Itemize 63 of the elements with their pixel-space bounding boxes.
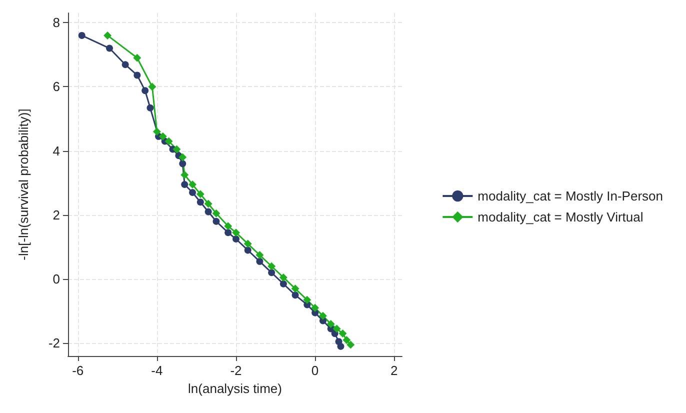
point bbox=[256, 258, 264, 265]
y-tick-label: 4 bbox=[52, 143, 60, 158]
point bbox=[196, 198, 204, 206]
point bbox=[224, 229, 232, 236]
point bbox=[106, 44, 114, 52]
point bbox=[311, 304, 320, 312]
x-tick-label: 2 bbox=[390, 363, 398, 378]
x-tick-label: -4 bbox=[151, 363, 163, 378]
point bbox=[337, 342, 344, 350]
point bbox=[212, 209, 220, 218]
y-tick-label: 0 bbox=[52, 272, 60, 287]
point bbox=[180, 170, 189, 179]
x-tick-label: 0 bbox=[311, 363, 319, 378]
point bbox=[196, 190, 204, 198]
x-tick-label: -6 bbox=[72, 363, 84, 378]
point bbox=[179, 160, 186, 168]
y-tick-label: 8 bbox=[52, 15, 60, 30]
x-axis-title: ln(analysis time) bbox=[188, 381, 282, 396]
point bbox=[142, 87, 149, 94]
point bbox=[279, 273, 288, 282]
point bbox=[188, 180, 197, 188]
point bbox=[303, 296, 312, 304]
point bbox=[292, 292, 299, 299]
x-tick-label: -2 bbox=[230, 363, 242, 378]
point bbox=[164, 137, 173, 146]
point bbox=[178, 153, 187, 162]
point bbox=[189, 189, 196, 196]
point bbox=[104, 31, 112, 40]
legend-label: modality_cat = Mostly Virtual bbox=[478, 210, 644, 224]
point bbox=[332, 324, 341, 333]
point bbox=[291, 284, 300, 293]
point bbox=[256, 251, 264, 260]
point bbox=[244, 246, 252, 254]
point bbox=[134, 72, 141, 79]
point bbox=[181, 181, 188, 188]
point bbox=[148, 82, 156, 91]
point bbox=[204, 200, 212, 208]
y-tick-label: 2 bbox=[52, 207, 60, 222]
point bbox=[204, 208, 212, 216]
y-tick-label: 6 bbox=[52, 79, 60, 94]
point bbox=[326, 320, 335, 328]
point bbox=[346, 340, 355, 349]
point bbox=[158, 132, 167, 140]
point bbox=[338, 330, 347, 338]
point bbox=[152, 128, 161, 136]
point bbox=[133, 54, 142, 62]
y-tick-label: -2 bbox=[48, 336, 60, 351]
point bbox=[78, 32, 86, 39]
legend-label: modality_cat = Mostly In-Person bbox=[478, 188, 663, 204]
point bbox=[212, 218, 220, 225]
point bbox=[268, 262, 276, 270]
point bbox=[280, 280, 287, 288]
y-axis-title: -ln[-ln(survival probability)] bbox=[16, 108, 31, 260]
point bbox=[224, 222, 232, 230]
point bbox=[342, 336, 351, 344]
point bbox=[172, 145, 181, 154]
point bbox=[232, 235, 240, 242]
point bbox=[122, 61, 129, 68]
point bbox=[318, 312, 327, 320]
point bbox=[232, 228, 240, 237]
point bbox=[146, 104, 154, 112]
point bbox=[244, 240, 252, 248]
point bbox=[268, 269, 276, 276]
